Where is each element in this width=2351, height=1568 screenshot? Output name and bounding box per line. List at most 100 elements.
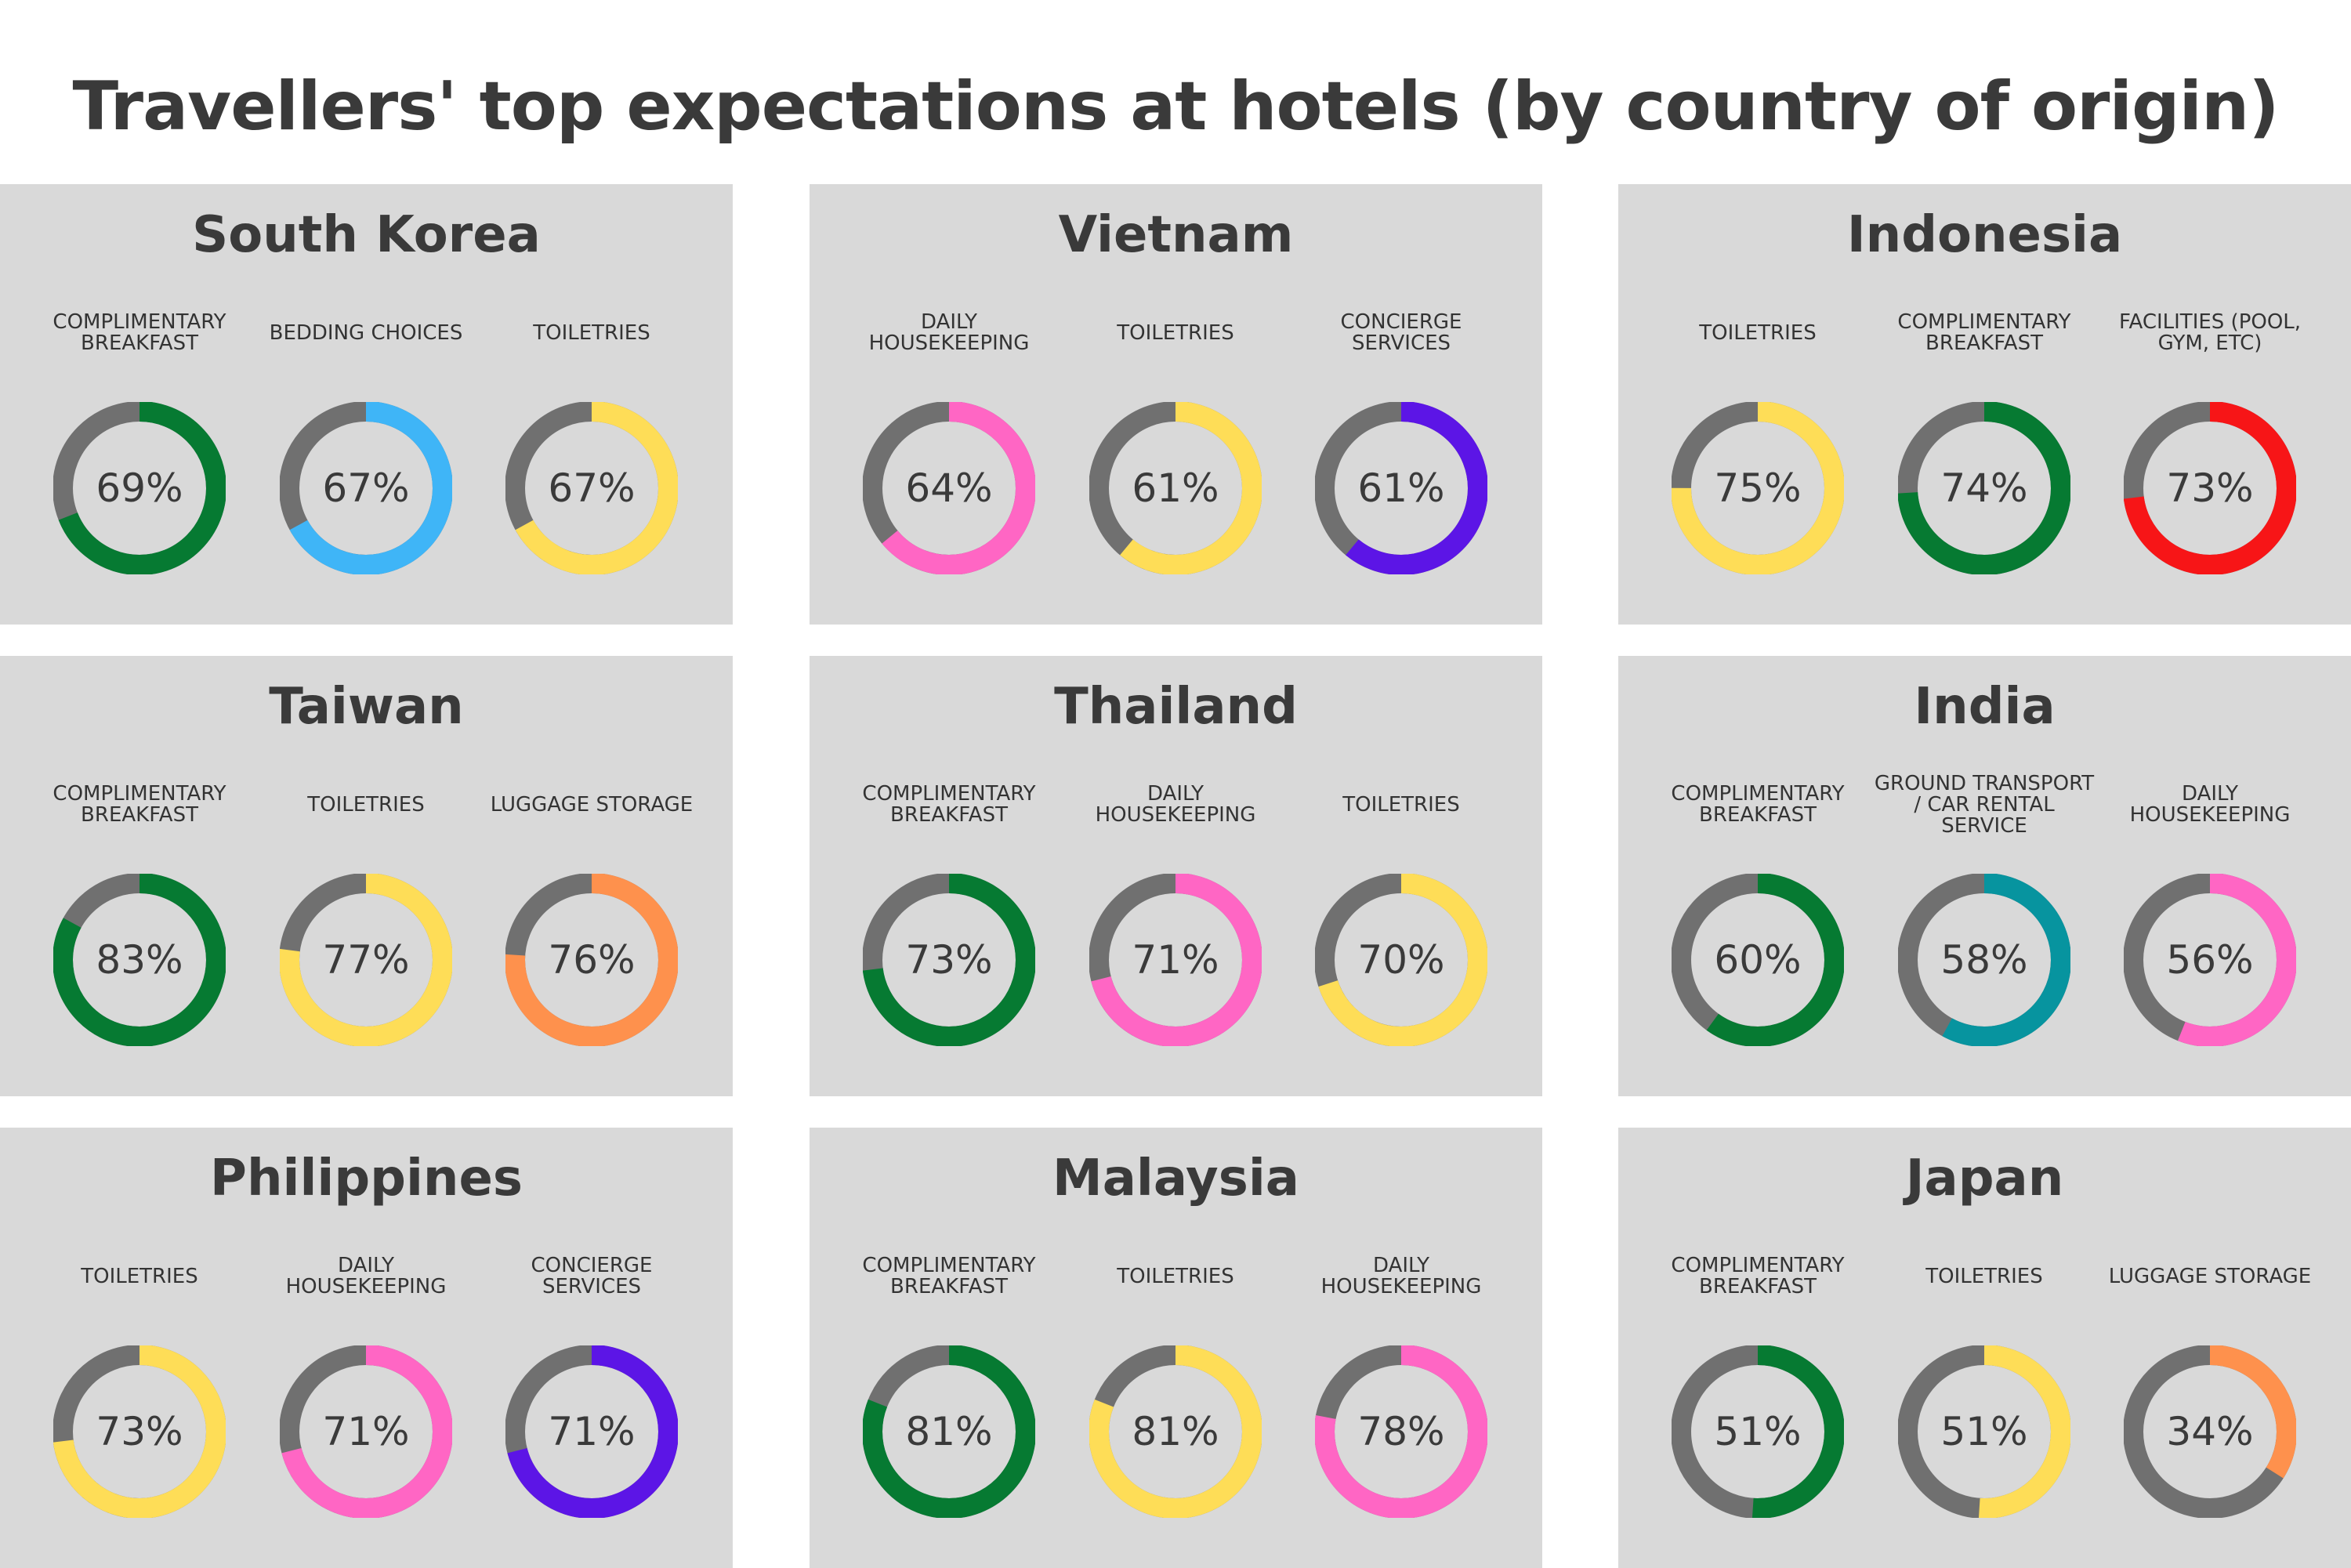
donut-svg xyxy=(1315,874,1487,1046)
donut-value-arc xyxy=(2124,402,2296,574)
category-label: TOILETRIES xyxy=(1117,1264,1234,1288)
donut-item: DAILY HOUSEKEEPING 64% xyxy=(839,184,1060,625)
country-panel: India COMPLIMENTARY BREAKFAST 60% GROUND TR… xyxy=(1618,656,2351,1096)
donut-chart: 69% xyxy=(53,402,226,574)
country-title: Taiwan xyxy=(269,678,464,736)
percentage-label: 76% xyxy=(548,937,636,983)
donut-item: TOILETRIES 77% xyxy=(255,656,476,1096)
donut-svg xyxy=(1672,402,1844,574)
donut-value-arc xyxy=(863,874,1035,1046)
percentage-label: 78% xyxy=(1357,1409,1445,1454)
donut-value-arc xyxy=(53,874,226,1046)
donut-value-arc xyxy=(1315,874,1487,1046)
donut-chart: 83% xyxy=(53,874,226,1046)
percentage-label: 34% xyxy=(2166,1409,2254,1454)
country-title: Malaysia xyxy=(1052,1150,1299,1208)
donut-value-arc xyxy=(280,874,452,1046)
donut-value-arc xyxy=(1672,1345,1844,1518)
category-label: TOILETRIES xyxy=(307,792,425,817)
donut-chart: 75% xyxy=(1672,402,1844,574)
country-title: India xyxy=(1914,678,2056,736)
category-label: DAILY HOUSEKEEPING xyxy=(1320,1254,1482,1298)
category-label: GROUND TRANSPORT / CAR RENTAL SERVICE xyxy=(1874,771,2095,838)
category-label: DAILY HOUSEKEEPING xyxy=(285,1254,447,1298)
donut-svg xyxy=(1672,874,1844,1046)
donut-value-arc xyxy=(863,1345,1035,1518)
percentage-label: 73% xyxy=(96,1409,183,1454)
donut-item: DAILY HOUSEKEEPING 56% xyxy=(2099,656,2320,1096)
donut-svg xyxy=(505,402,678,574)
donut-svg xyxy=(1315,402,1487,574)
country-panel: Vietnam DAILY HOUSEKEEPING 64% TOILETRIES 61… xyxy=(810,184,1542,625)
percentage-label: 74% xyxy=(1940,465,2028,511)
donut-item: DAILY HOUSEKEEPING 71% xyxy=(255,1128,476,1568)
donut-value-arc xyxy=(280,1345,452,1518)
percentage-label: 51% xyxy=(1940,1409,2028,1454)
country-panel: Thailand COMPLIMENTARY BREAKFAST 73% DAILY … xyxy=(810,656,1542,1096)
donut-chart: 58% xyxy=(1898,874,2070,1046)
donut-item: FACILITIES (POOL, GYM, ETC) 73% xyxy=(2099,184,2320,625)
percentage-label: 70% xyxy=(1357,937,1445,983)
donut-chart: 81% xyxy=(1089,1345,1262,1518)
donut-chart: 73% xyxy=(53,1345,226,1518)
percentage-label: 81% xyxy=(1132,1409,1219,1454)
donut-svg xyxy=(280,874,452,1046)
country-panel: Malaysia COMPLIMENTARY BREAKFAST 81% TOILET… xyxy=(810,1128,1542,1568)
percentage-label: 60% xyxy=(1714,937,1802,983)
country-panel: Japan COMPLIMENTARY BREAKFAST 51% TOILETRIE… xyxy=(1618,1128,2351,1568)
country-panel: Taiwan COMPLIMENTARY BREAKFAST 83% TOILETRI… xyxy=(0,656,733,1096)
donut-svg xyxy=(280,402,452,574)
donut-svg xyxy=(505,1345,678,1518)
category-label: COMPLIMENTARY BREAKFAST xyxy=(53,782,226,827)
donut-item: BEDDING CHOICES 67% xyxy=(255,184,476,625)
percentage-label: 77% xyxy=(322,937,410,983)
donut-chart: 71% xyxy=(280,1345,452,1518)
donut-value-arc xyxy=(1898,874,2070,1046)
percentage-label: 61% xyxy=(1132,465,1219,511)
donut-item: TOILETRIES 73% xyxy=(29,1128,250,1568)
donut-chart: 64% xyxy=(863,402,1035,574)
donut-svg xyxy=(505,874,678,1046)
donut-item: TOILETRIES 75% xyxy=(1647,184,1868,625)
donut-svg xyxy=(2124,1345,2296,1518)
donut-svg xyxy=(863,1345,1035,1518)
donut-value-arc xyxy=(2124,1345,2296,1518)
percentage-label: 61% xyxy=(1357,465,1445,511)
category-label: COMPLIMENTARY BREAKFAST xyxy=(862,1254,1036,1298)
donut-chart: 77% xyxy=(280,874,452,1046)
donut-svg xyxy=(1898,874,2070,1046)
donut-svg xyxy=(1089,1345,1262,1518)
donut-value-arc xyxy=(280,402,452,574)
category-label: COMPLIMENTARY BREAKFAST xyxy=(1897,310,2071,355)
donut-item: COMPLIMENTARY BREAKFAST 60% xyxy=(1647,656,1868,1096)
category-label: COMPLIMENTARY BREAKFAST xyxy=(1671,1254,1845,1298)
percentage-label: 75% xyxy=(1714,465,1802,511)
country-title: South Korea xyxy=(192,206,541,264)
category-label: TOILETRIES xyxy=(1925,1264,2043,1288)
category-label: LUGGAGE STORAGE xyxy=(2108,1264,2312,1288)
donut-chart: 61% xyxy=(1315,402,1487,574)
category-label: CONCIERGE SERVICES xyxy=(1340,310,1462,355)
donut-chart: 71% xyxy=(505,1345,678,1518)
donut-item: TOILETRIES 51% xyxy=(1874,1128,2095,1568)
donut-item: COMPLIMENTARY BREAKFAST 51% xyxy=(1647,1128,1868,1568)
donut-chart: 61% xyxy=(1089,402,1262,574)
percentage-label: 64% xyxy=(905,465,993,511)
donut-svg xyxy=(280,1345,452,1518)
donut-item: TOILETRIES 67% xyxy=(481,184,702,625)
donut-svg xyxy=(2124,402,2296,574)
percentage-label: 67% xyxy=(322,465,410,511)
donut-chart: 67% xyxy=(280,402,452,574)
donut-svg xyxy=(53,402,226,574)
donut-svg xyxy=(2124,874,2296,1046)
percentage-label: 67% xyxy=(548,465,636,511)
donut-svg xyxy=(1089,874,1262,1046)
donut-item: DAILY HOUSEKEEPING 71% xyxy=(1065,656,1286,1096)
percentage-label: 73% xyxy=(905,937,993,983)
donut-chart: 70% xyxy=(1315,874,1487,1046)
category-label: COMPLIMENTARY BREAKFAST xyxy=(1671,782,1845,827)
category-label: BEDDING CHOICES xyxy=(269,320,463,345)
donut-value-arc xyxy=(1089,402,1262,574)
category-label: TOILETRIES xyxy=(1117,320,1234,345)
donut-item: COMPLIMENTARY BREAKFAST 83% xyxy=(29,656,250,1096)
